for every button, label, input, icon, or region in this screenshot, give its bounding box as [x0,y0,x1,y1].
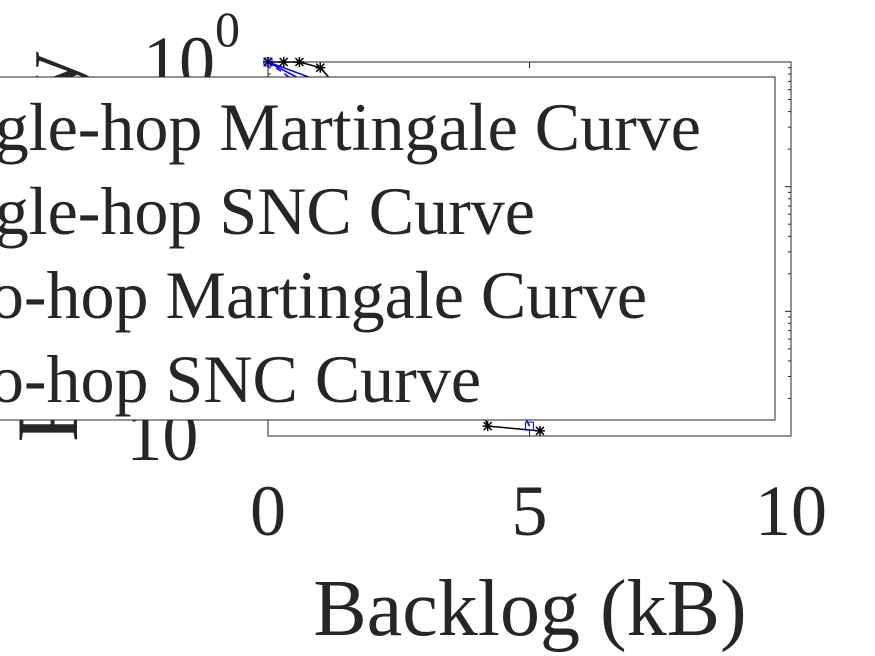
asterisk-marker [534,425,545,436]
asterisk-marker [482,421,493,432]
marker-stroke [535,426,545,436]
legend-label: Single-hop SNC Curve [0,173,535,249]
legend-label: Two-hop Martingale Curve [0,257,647,333]
asterisk-marker [315,62,326,73]
x-axis-label: Backlog (kB) [313,565,746,653]
legend-label: Single-hop Martingale Curve [0,89,701,165]
legend-label: Two-hop SNC Curve [0,341,481,417]
square-marker [525,421,534,431]
marker-stroke [315,63,325,73]
marker-stroke [294,57,304,67]
y-tick-exponent: 0 [215,1,240,57]
asterisk-marker [278,57,289,67]
marker-stroke [483,421,493,431]
x-tick-label: 0 [250,471,286,551]
square-marker [263,57,273,67]
asterisk-marker [294,57,305,67]
marker-stroke [279,57,289,67]
legend-box [0,76,776,421]
x-tick-label: 5 [512,471,548,551]
x-tick-label: 10 [755,471,827,551]
